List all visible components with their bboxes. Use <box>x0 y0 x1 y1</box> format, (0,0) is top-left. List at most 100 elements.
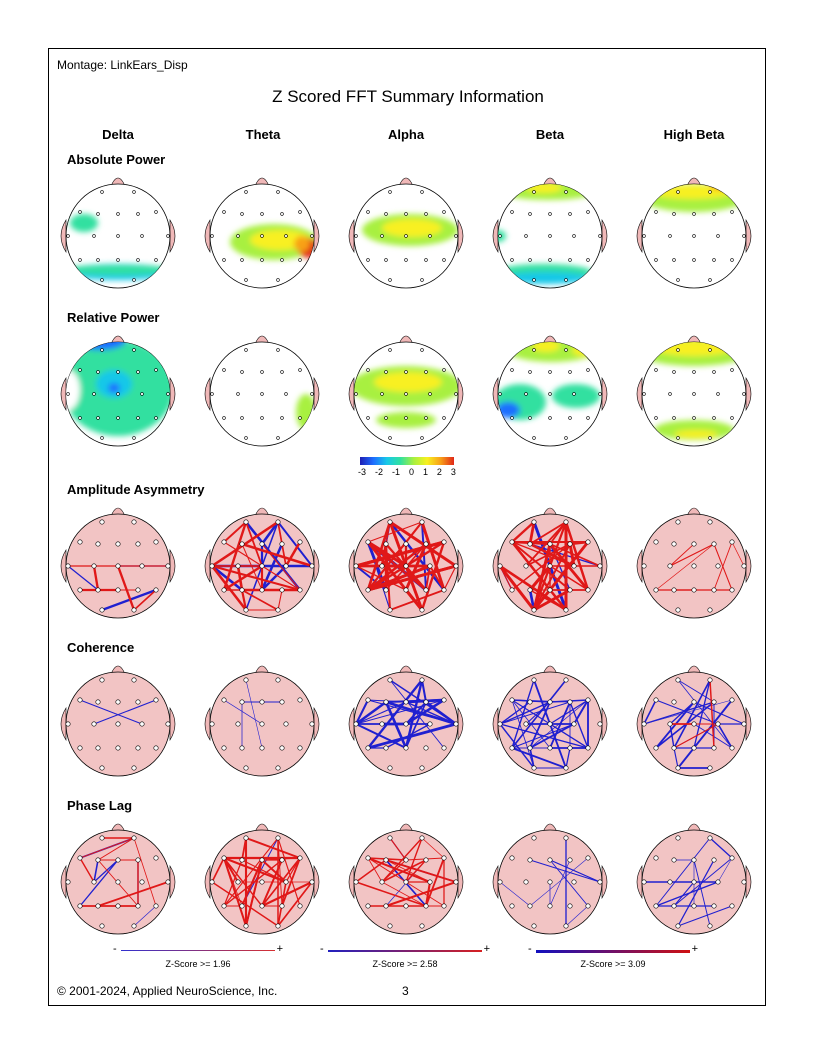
zscore-legend-309: - + Z-Score >= 3.09 <box>528 943 698 969</box>
increase-connection-line <box>366 564 432 592</box>
increase-connection-line <box>241 589 279 611</box>
decrease-connection-line <box>389 679 457 725</box>
electrode-p4 <box>568 416 572 420</box>
decrease-connection-line <box>549 701 571 749</box>
decrease-connection-line <box>717 857 733 883</box>
electrode-p4 <box>424 416 428 420</box>
electrode-fp2 <box>707 677 713 683</box>
electrode-o1 <box>675 607 681 613</box>
increase-connection-line <box>367 521 423 543</box>
left-ear <box>204 864 211 900</box>
electrode-p4 <box>711 903 717 909</box>
electrode-cz <box>691 721 697 727</box>
increase-connection-line <box>355 565 407 591</box>
decrease-connection-line <box>385 723 431 749</box>
electrode-f4 <box>567 857 573 863</box>
electrode-pz <box>403 903 409 909</box>
increase-connection-line <box>528 564 552 592</box>
electrode-f3 <box>527 541 533 547</box>
electrode-fz <box>547 541 553 547</box>
colorbar-tick: 2 <box>436 467 442 477</box>
electrode-t6 <box>442 258 446 262</box>
topography-region <box>652 185 732 199</box>
electrode-c3 <box>667 563 673 569</box>
electrode-o2 <box>131 923 137 929</box>
right-ear <box>169 218 176 254</box>
increase-connection-line <box>385 859 457 883</box>
electrode-p4 <box>567 745 573 751</box>
electrode-t4 <box>309 879 315 885</box>
colorbar-tick: 1 <box>422 467 428 477</box>
electrode-p3 <box>672 416 676 420</box>
electrode-p4 <box>568 258 572 262</box>
increase-connection-line <box>380 542 388 568</box>
electrode-fp1 <box>243 677 249 683</box>
head-map-svg <box>204 823 320 935</box>
electrode-fp1 <box>531 519 537 525</box>
electrode-f4 <box>136 212 140 216</box>
electrode-f8 <box>441 697 447 703</box>
electrode-fz <box>260 212 264 216</box>
electrode-c4 <box>140 392 144 396</box>
electrode-f7 <box>365 855 371 861</box>
increase-connection-line <box>355 881 427 907</box>
electrode-t5 <box>365 587 371 593</box>
head-map-coherence-alpha <box>346 656 466 786</box>
electrode-p4 <box>567 903 573 909</box>
electrode-fp1 <box>244 190 248 194</box>
electrode-p4 <box>711 745 717 751</box>
electrode-t6 <box>442 416 446 420</box>
increase-connection-line <box>245 521 263 567</box>
head-map-absolute-power-beta <box>490 168 610 298</box>
electrode-t5 <box>365 903 371 909</box>
electrode-o2 <box>563 765 569 771</box>
electrode-f3 <box>239 541 245 547</box>
decrease-connection-line <box>677 699 733 769</box>
increase-connection-line <box>261 859 287 883</box>
electrode-fp1 <box>676 190 680 194</box>
electrode-fz <box>403 699 409 705</box>
colorbar-tick: -1 <box>391 467 400 477</box>
increase-connection-line <box>210 520 280 568</box>
right-ear <box>745 376 752 412</box>
band-header-delta: Delta <box>102 127 134 142</box>
left-ear <box>60 376 67 412</box>
electrode-o2 <box>708 278 712 282</box>
electrode-fp2 <box>131 677 137 683</box>
right-ear <box>313 706 320 742</box>
electrode-p3 <box>240 416 244 420</box>
electrode-f8 <box>729 539 735 545</box>
electrode-f4 <box>135 857 141 863</box>
electrode-t3 <box>66 234 70 238</box>
electrode-o1 <box>99 607 105 613</box>
head-map-svg <box>348 823 464 935</box>
electrode-f8 <box>730 368 734 372</box>
electrode-f4 <box>279 857 285 863</box>
head-map-svg <box>636 177 752 289</box>
electrode-p3 <box>383 903 389 909</box>
electrode-f7 <box>509 539 515 545</box>
electrode-t3 <box>65 721 71 727</box>
electrode-t3 <box>354 392 358 396</box>
decrease-connection-line <box>499 723 589 749</box>
electrode-c3 <box>92 234 96 238</box>
decrease-connection-line <box>79 859 119 907</box>
head-map-svg <box>636 335 752 447</box>
electrode-p4 <box>279 745 285 751</box>
right-ear <box>601 706 608 742</box>
electrode-f8 <box>298 368 302 372</box>
electrode-f8 <box>585 855 591 861</box>
increase-connection-line <box>211 857 225 883</box>
electrode-fp2 <box>708 190 712 194</box>
electrode-c4 <box>428 392 432 396</box>
electrode-f8 <box>297 539 303 545</box>
left-ear <box>60 548 67 584</box>
electrode-o2 <box>131 607 137 613</box>
electrode-fp2 <box>420 348 424 352</box>
electrode-f8 <box>729 697 735 703</box>
left-ear <box>204 218 211 254</box>
head-map-coherence-delta <box>58 656 178 786</box>
head-map-phase-lag-alpha <box>346 814 466 944</box>
electrode-t4 <box>597 563 603 569</box>
electrode-t5 <box>510 416 514 420</box>
